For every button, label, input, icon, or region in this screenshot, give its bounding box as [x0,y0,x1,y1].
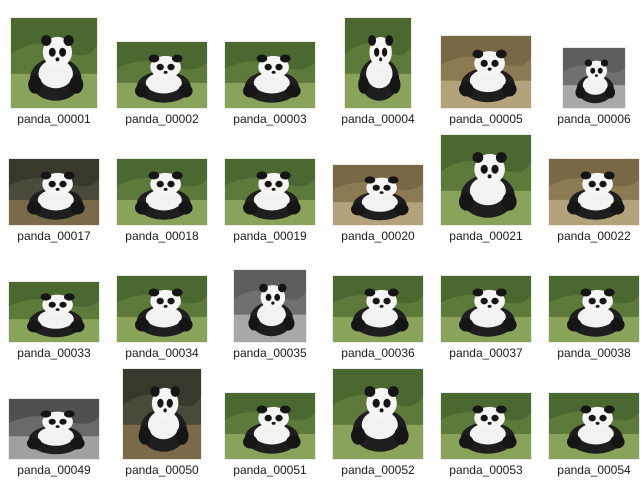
panda-photo-icon [549,276,639,342]
file-thumbnail[interactable] [9,282,99,342]
file-name-label[interactable]: panda_00037 [449,346,523,360]
panda-photo-icon [123,369,201,459]
file-name-label[interactable]: panda_00018 [125,229,199,243]
panda-photo-icon [9,282,99,342]
file-name-label[interactable]: panda_00004 [341,112,415,126]
file-name-label[interactable]: panda_00050 [125,463,199,477]
panda-photo-icon [563,48,625,108]
file-name-label[interactable]: panda_00020 [341,229,415,243]
file-name-label[interactable]: panda_00021 [449,229,523,243]
file-thumbnail[interactable] [333,165,423,225]
file-item[interactable]: panda_00036 [324,250,432,366]
file-thumbnail[interactable] [225,159,315,225]
file-item[interactable]: panda_00037 [432,250,540,366]
panda-photo-icon [117,276,207,342]
file-name-label[interactable]: panda_00038 [557,346,631,360]
file-item[interactable]: panda_00053 [432,367,540,483]
file-item[interactable]: panda_00050 [108,367,216,483]
file-item[interactable]: panda_00019 [216,133,324,249]
file-thumbnail[interactable] [563,48,625,108]
panda-photo-icon [333,369,423,459]
panda-photo-icon [117,159,207,225]
panda-photo-icon [117,42,207,108]
file-item[interactable]: panda_00020 [324,133,432,249]
file-item[interactable]: panda_00038 [540,250,643,366]
panda-photo-icon [549,159,639,225]
file-thumbnail[interactable] [117,276,207,342]
file-thumbnail[interactable] [234,270,306,342]
file-name-label[interactable]: panda_00049 [17,463,91,477]
file-name-label[interactable]: panda_00051 [233,463,307,477]
panda-photo-icon [225,393,315,459]
file-item[interactable]: panda_00022 [540,133,643,249]
panda-photo-icon [441,276,531,342]
file-item[interactable]: panda_00006 [540,16,643,132]
file-name-label[interactable]: panda_00036 [341,346,415,360]
file-name-label[interactable]: panda_00053 [449,463,523,477]
file-item[interactable]: panda_00034 [108,250,216,366]
file-name-label[interactable]: panda_00019 [233,229,307,243]
file-name-label[interactable]: panda_00003 [233,112,307,126]
file-name-label[interactable]: panda_00035 [233,346,307,360]
file-thumbnail[interactable] [549,276,639,342]
panda-photo-icon [441,36,531,108]
file-item[interactable]: panda_00051 [216,367,324,483]
file-thumbnail[interactable] [441,276,531,342]
file-thumbnail[interactable] [9,159,99,225]
file-item[interactable]: panda_00003 [216,16,324,132]
file-item[interactable]: panda_00021 [432,133,540,249]
file-item[interactable]: panda_00002 [108,16,216,132]
file-item[interactable]: panda_00035 [216,250,324,366]
file-thumbnail[interactable] [9,399,99,459]
file-name-label[interactable]: panda_00052 [341,463,415,477]
file-thumbnail[interactable] [441,393,531,459]
file-thumbnail[interactable] [441,135,531,225]
file-name-label[interactable]: panda_00033 [17,346,91,360]
panda-photo-icon [345,18,411,108]
file-thumbnail[interactable] [225,42,315,108]
panda-photo-icon [9,159,99,225]
file-item[interactable]: panda_00054 [540,367,643,483]
panda-photo-icon [441,135,531,225]
file-name-label[interactable]: panda_00006 [557,112,631,126]
file-name-label[interactable]: panda_00001 [17,112,91,126]
panda-photo-icon [225,159,315,225]
file-name-label[interactable]: panda_00002 [125,112,199,126]
file-item[interactable]: panda_00018 [108,133,216,249]
panda-photo-icon [11,18,97,108]
file-item[interactable]: panda_00005 [432,16,540,132]
panda-photo-icon [225,42,315,108]
file-thumbnail[interactable] [549,159,639,225]
file-item[interactable]: panda_00004 [324,16,432,132]
file-name-label[interactable]: panda_00022 [557,229,631,243]
panda-photo-icon [333,165,423,225]
panda-photo-icon [441,393,531,459]
file-item[interactable]: panda_00001 [0,16,108,132]
panda-photo-icon [549,393,639,459]
file-item[interactable]: panda_00033 [0,250,108,366]
file-item[interactable]: panda_00052 [324,367,432,483]
file-name-label[interactable]: panda_00017 [17,229,91,243]
file-name-label[interactable]: panda_00054 [557,463,631,477]
file-item[interactable]: panda_00017 [0,133,108,249]
file-thumbnail[interactable] [549,393,639,459]
panda-photo-icon [9,399,99,459]
file-thumbnail[interactable] [117,42,207,108]
file-thumbnail[interactable] [333,276,423,342]
file-thumbnail[interactable] [225,393,315,459]
file-thumbnail[interactable] [345,18,411,108]
panda-photo-icon [234,270,306,342]
file-thumbnail[interactable] [123,369,201,459]
file-thumbnail[interactable] [441,36,531,108]
file-thumbnail[interactable] [11,18,97,108]
file-thumbnail[interactable] [117,159,207,225]
file-thumbnail[interactable] [333,369,423,459]
file-name-label[interactable]: panda_00034 [125,346,199,360]
panda-photo-icon [333,276,423,342]
file-item[interactable]: panda_00049 [0,367,108,483]
file-name-label[interactable]: panda_00005 [449,112,523,126]
